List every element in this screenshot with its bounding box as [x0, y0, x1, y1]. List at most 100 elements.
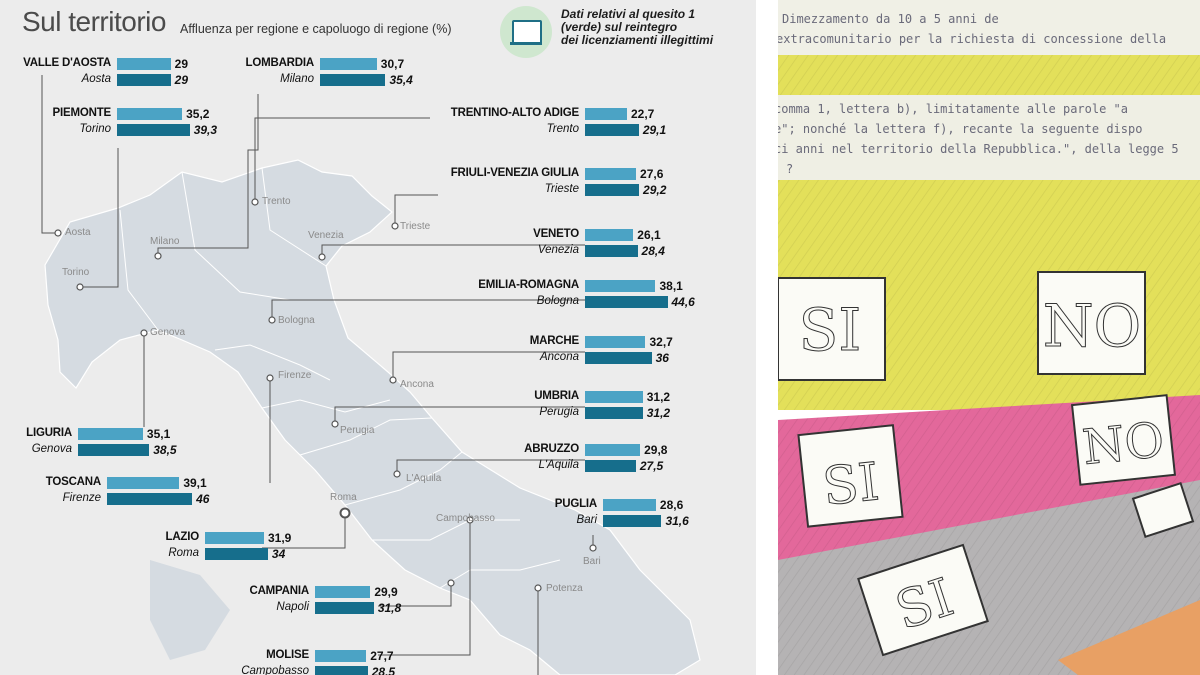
bar-capoluogo-lazio [205, 548, 268, 560]
capoluogo-label-abruzzo: L'Aquila [538, 459, 579, 471]
capoluogo-label-valle-d-aosta: Aosta [81, 73, 111, 85]
value-capoluogo-toscana: 46 [196, 492, 210, 506]
region-label-toscana: TOSCANA [45, 476, 101, 488]
yellow-ballot-text-area [778, 95, 1200, 180]
value-capoluogo-campania: 31,8 [377, 601, 402, 615]
no-box-yellow [1037, 271, 1146, 375]
ballot-text-line: extracomunitario per la richiesta di con… [778, 32, 1167, 46]
value-capoluogo-lombardia: 35,4 [389, 73, 413, 87]
bar-capoluogo-liguria [78, 444, 150, 456]
value-regione-emilia-romagna: 38,1 [659, 279, 683, 293]
map-label-campobasso: Campobasso [436, 513, 495, 524]
map-label-aosta: Aosta [65, 227, 91, 238]
value-capoluogo-puglia: 31,6 [665, 514, 689, 528]
bar-regione-lombardia [320, 58, 377, 70]
map-label-l-aquila: L'Aquila [406, 473, 442, 484]
infographic-panel: Sul territorio Affluenza per regione e c… [0, 0, 756, 675]
bar-capoluogo-friuli-venezia-giulia [585, 184, 640, 196]
value-capoluogo-umbria: 31,2 [646, 406, 671, 420]
value-regione-marche: 32,7 [649, 335, 673, 349]
page-subtitle: Affluenza per regione e capoluogo di reg… [180, 22, 452, 36]
capoluogo-label-veneto: Venezia [537, 244, 579, 256]
value-regione-liguria: 35,1 [146, 427, 171, 441]
yes-label-pink: SI [820, 452, 882, 518]
bar-capoluogo-molise [315, 666, 368, 675]
ballot-text-line: e"; nonché la lettera f), recante la seg… [778, 122, 1143, 136]
bar-regione-trentino-alto-adige [585, 108, 627, 120]
bar-regione-emilia-romagna [585, 280, 656, 292]
region-borders [119, 167, 561, 589]
capoluogo-label-puglia: Bari [576, 514, 597, 526]
map-label-roma: Roma [330, 492, 357, 503]
map-label-bologna: Bologna [278, 315, 315, 326]
value-capoluogo-lazio: 34 [271, 547, 286, 561]
bar-capoluogo-marche [585, 352, 652, 364]
map-label-trento: Trento [262, 196, 291, 207]
value-regione-toscana: 39,1 [183, 476, 207, 490]
region-label-veneto: VENETO [533, 228, 579, 240]
bar-capoluogo-campania [315, 602, 374, 614]
bar-capoluogo-umbria [585, 407, 643, 419]
region-label-puglia: PUGLIA [554, 498, 597, 510]
bar-capoluogo-puglia [603, 515, 662, 527]
legend-line: dei licenziamenti illegittimi [561, 33, 714, 47]
bar-capoluogo-veneto [585, 245, 638, 257]
ballot-icon [500, 6, 552, 58]
yes-box-gray [857, 543, 989, 657]
map-label-venezia: Venezia [308, 230, 344, 241]
bar-regione-abruzzo [585, 444, 641, 456]
region-label-molise: MOLISE [266, 649, 309, 661]
sicily-hint [150, 560, 230, 660]
bar-regione-molise [315, 650, 367, 662]
map-label-genova: Genova [150, 327, 186, 338]
capoluogo-label-liguria: Genova [31, 443, 72, 455]
value-regione-umbria: 31,2 [646, 390, 671, 404]
box-white-gray [1131, 481, 1195, 539]
value-capoluogo-friuli-venezia-giulia: 29,2 [643, 183, 667, 197]
capoluogo-label-emilia-romagna: Bologna [536, 295, 579, 307]
region-label-lazio: LAZIO [165, 531, 200, 543]
bar-capoluogo-piemonte [117, 124, 190, 136]
ballot-photo: SI NO SI NO SI Dimezzamento da 10 a 5 an… [778, 0, 1200, 675]
region-label-valle-d-aosta: VALLE D'AOSTA [23, 57, 111, 69]
yes-box-yellow [778, 277, 886, 381]
value-capoluogo-emilia-romagna: 44,6 [671, 295, 695, 309]
map-label-ancona: Ancona [400, 379, 434, 390]
value-capoluogo-molise: 28,5 [371, 665, 396, 675]
bar-regione-puglia [603, 499, 656, 511]
capoluogo-label-toscana: Firenze [62, 492, 101, 504]
value-capoluogo-piemonte: 39,3 [193, 123, 218, 137]
bar-capoluogo-abruzzo [585, 460, 636, 472]
bar-regione-valle-d-aosta [117, 58, 171, 70]
value-regione-puglia: 28,6 [659, 498, 684, 512]
leader-lines [41, 75, 594, 675]
no-label-yellow: NO [1043, 292, 1141, 360]
capoluogo-label-campania: Napoli [276, 601, 309, 613]
no-box-pink [1070, 394, 1177, 486]
bar-regione-lazio [205, 532, 264, 544]
bar-regione-campania [315, 586, 371, 598]
bar-regione-friuli-venezia-giulia [585, 168, 637, 180]
orange-ballot [1058, 600, 1200, 675]
value-regione-piemonte: 35,2 [186, 107, 210, 121]
region-label-liguria: LIGURIA [26, 427, 72, 439]
map-label-perugia: Perugia [340, 425, 375, 436]
yes-label-yellow: SI [799, 296, 862, 364]
ballot-text-line: Dimezzamento da 10 a 5 anni de [782, 12, 999, 26]
bar-regione-piemonte [117, 108, 183, 120]
divider [756, 0, 778, 675]
yes-box-pink [797, 424, 904, 528]
region-label-emilia-romagna: EMILIA-ROMAGNA [478, 279, 579, 291]
value-capoluogo-veneto: 28,4 [641, 244, 665, 258]
bar-capoluogo-valle-d-aosta [117, 74, 171, 86]
region-label-campania: CAMPANIA [249, 585, 309, 597]
region-label-trentino-alto-adige: TRENTINO-ALTO ADIGE [450, 107, 579, 119]
bar-capoluogo-emilia-romagna [585, 296, 668, 308]
bar-regione-veneto [585, 229, 634, 241]
value-capoluogo-marche: 36 [655, 351, 669, 365]
value-regione-veneto: 26,1 [637, 228, 661, 242]
value-regione-valle-d-aosta: 29 [174, 57, 188, 71]
map-label-firenze: Firenze [278, 370, 312, 381]
value-regione-friuli-venezia-giulia: 27,6 [640, 167, 664, 181]
value-regione-campania: 29,9 [374, 585, 398, 599]
